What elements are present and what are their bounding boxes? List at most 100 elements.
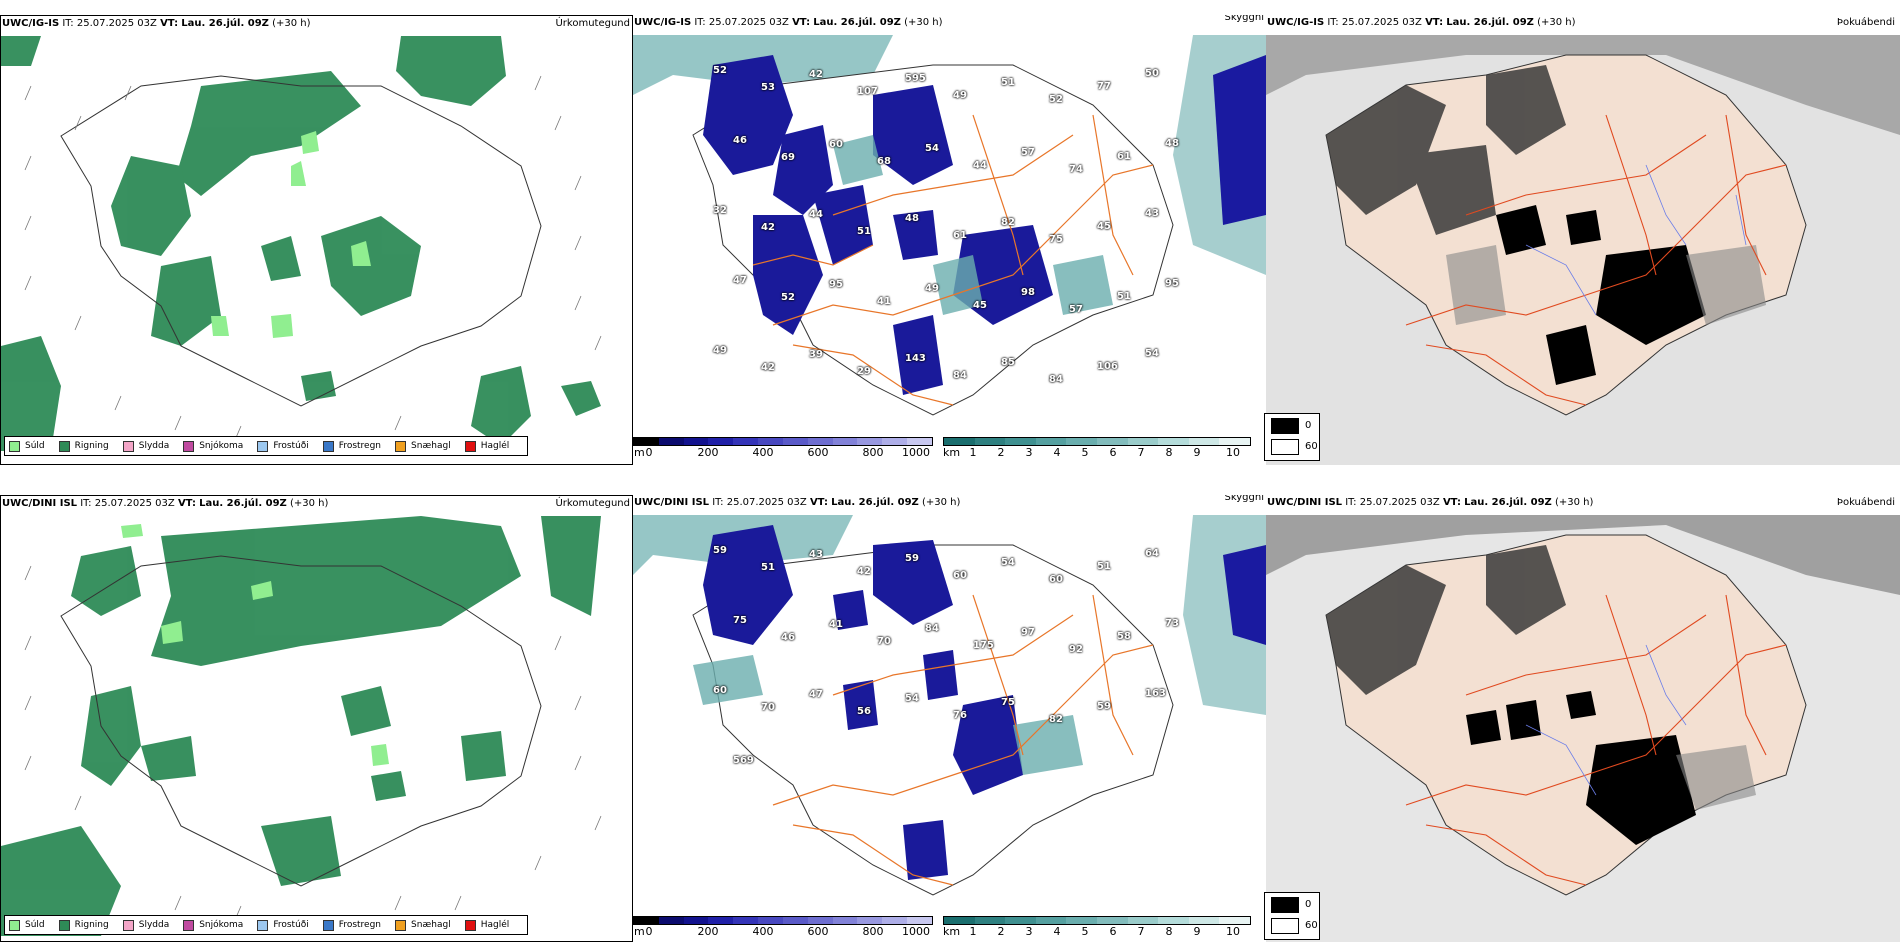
visibility-colorbar: 1 2 3 4 5 6 7 8 9 10 xyxy=(943,437,1251,460)
cloud-value-label: 45 xyxy=(1097,221,1111,232)
colorbar-cells xyxy=(943,916,1251,925)
cloud-value-label: 54 xyxy=(1001,557,1015,568)
legend-item: Slydda xyxy=(122,919,169,931)
legend-item: Frostregn xyxy=(322,919,381,931)
cloud-unit: m xyxy=(634,446,645,459)
precip-type-map-row2: UWC/DINI ISL IT: 25.07.2025 03Z VT: Lau.… xyxy=(0,495,633,942)
cloud-value-label: 76 xyxy=(953,710,967,721)
legend-item: Snæhagl xyxy=(395,440,451,452)
cloud-value-label: 70 xyxy=(877,636,891,647)
map-title: Úrkomutegund xyxy=(555,498,630,509)
map-title: Skyggni xyxy=(1224,495,1264,503)
cloud-value-label: 47 xyxy=(809,689,823,700)
precip-map-graphic xyxy=(1,36,602,451)
visibility-unit: km xyxy=(943,446,961,459)
cloud-value-label: 50 xyxy=(1145,68,1159,79)
cloud-value-labels-row1: 52 53 42 107 595 49 51 52 77 50 46 69 60 68 54 44 57 74 61… xyxy=(633,15,1266,415)
cloud-value-label: 51 xyxy=(761,562,775,573)
cloud-unit: m xyxy=(634,925,645,938)
cloud-value-label: 77 xyxy=(1097,81,1111,92)
cloud-value-label: 49 xyxy=(925,283,939,294)
legend-item: Súld xyxy=(9,440,45,452)
cloud-value-label: 44 xyxy=(809,209,823,220)
cloud-value-label: 74 xyxy=(1069,164,1083,175)
legend-item: Haglél xyxy=(464,440,509,452)
legend-item: Súld xyxy=(9,919,45,931)
cloud-value-labels-row2: 59 51 43 42 59 60 54 60 51 64 75 46 41 70 84 175 97 92 58 7… xyxy=(633,495,1266,895)
fog-map-graphic xyxy=(1266,35,1900,465)
cloud-value-label: 84 xyxy=(925,623,939,634)
map-title: Þokuábendi xyxy=(1836,17,1895,28)
cloud-value-label: 69 xyxy=(781,152,795,163)
precip-type-map-row1: UWC/IG-IS IT: 25.07.2025 03Z VT: Lau. 26… xyxy=(0,15,633,465)
colorbar-cells xyxy=(633,437,933,446)
cloud-value-label: 82 xyxy=(1001,217,1015,228)
cloud-value-label: 569 xyxy=(733,755,754,766)
cloud-value-label: 43 xyxy=(1145,208,1159,219)
cloud-value-label: 85 xyxy=(1001,357,1015,368)
precip-type-legend: Súld Rigning Slydda Snjókoma Frostúði Fr… xyxy=(4,436,529,456)
cloud-value-label: 47 xyxy=(733,275,747,286)
cloud-value-label: 41 xyxy=(877,296,891,307)
cloud-value-label: 95 xyxy=(1165,278,1179,289)
cloud-value-label: 59 xyxy=(905,553,919,564)
map-title: Úrkomutegund xyxy=(555,18,630,29)
map-title: Þokuábendi xyxy=(1836,497,1895,508)
cloud-value-label: 49 xyxy=(953,90,967,101)
cloud-value-label: 95 xyxy=(829,279,843,290)
cloud-value-label: 54 xyxy=(1145,348,1159,359)
precip-type-legend: Súld Rigning Slydda Snjókoma Frostúði Fr… xyxy=(4,915,529,935)
cloud-value-label: 82 xyxy=(1049,714,1063,725)
cloud-value-label: 143 xyxy=(905,353,926,364)
cloud-value-label: 54 xyxy=(905,693,919,704)
precip-map-graphic xyxy=(1,516,602,936)
legend-item: Frostúði xyxy=(257,919,309,931)
colorbar-cells xyxy=(633,916,933,925)
cloud-value-label: 97 xyxy=(1021,627,1035,638)
cloud-value-label: 52 xyxy=(781,292,795,303)
cloud-value-label: 51 xyxy=(1097,561,1111,572)
cloud-value-label: 42 xyxy=(761,222,775,233)
cloud-value-label: 84 xyxy=(953,370,967,381)
cloud-value-label: 56 xyxy=(857,706,871,717)
cloud-value-label: 73 xyxy=(1165,618,1179,629)
legend-item: Snjókoma xyxy=(183,440,243,452)
fog-indicator-map-row1: UWC/IG-IS IT: 25.07.2025 03Z VT: Lau. 26… xyxy=(1266,15,1900,465)
cloud-value-label: 61 xyxy=(953,230,967,241)
legend-item: Snæhagl xyxy=(395,919,451,931)
cloud-value-label: 60 xyxy=(953,570,967,581)
cloud-value-label: 29 xyxy=(857,366,871,377)
cloud-value-label: 46 xyxy=(733,135,747,146)
cloud-map-graphic xyxy=(633,515,1266,896)
fog-indicator-map-row2: UWC/DINI ISL IT: 25.07.2025 03Z VT: Lau.… xyxy=(1266,495,1900,942)
cloud-value-label: 53 xyxy=(761,82,775,93)
cloud-value-label: 84 xyxy=(1049,374,1063,385)
cloud-value-label: 58 xyxy=(1117,631,1131,642)
cloud-value-label: 39 xyxy=(809,349,823,360)
cloud-value-label: 46 xyxy=(781,632,795,643)
cloud-value-label: 75 xyxy=(1049,234,1063,245)
cloud-value-label: 44 xyxy=(973,160,987,171)
cloud-value-label: 48 xyxy=(905,213,919,224)
cloud-value-label: 61 xyxy=(1117,151,1131,162)
colorbar-cells xyxy=(943,437,1251,446)
map-header: UWC/DINI ISL IT: 25.07.2025 03Z VT: Lau.… xyxy=(633,495,1266,511)
visibility-colorbar: 1 2 3 4 5 6 7 8 9 10 xyxy=(943,916,1251,939)
legend-item: Frostúði xyxy=(257,440,309,452)
fog-map-graphic xyxy=(1266,515,1900,942)
cloud-value-label: 41 xyxy=(829,619,843,630)
cloud-value-label: 51 xyxy=(1001,77,1015,88)
cloud-value-label: 51 xyxy=(1117,291,1131,302)
fog-legend-row1: 0 60 xyxy=(1264,413,1320,461)
cloud-value-label: 163 xyxy=(1145,688,1166,699)
cloud-value-label: 92 xyxy=(1069,644,1083,655)
cloud-value-label: 175 xyxy=(973,640,994,651)
legend-item: Snjókoma xyxy=(183,919,243,931)
model-name: UWC/IG-IS xyxy=(2,18,60,29)
cloud-base-map-row2: UWC/DINI ISL IT: 25.07.2025 03Z VT: Lau.… xyxy=(633,495,1266,942)
map-header: UWC/IG-IS IT: 25.07.2025 03Z VT: Lau. 26… xyxy=(633,15,1266,31)
cloud-value-label: 75 xyxy=(1001,697,1015,708)
map-title: Skyggni xyxy=(1224,15,1264,23)
cloud-value-label: 107 xyxy=(857,86,878,97)
cloud-value-label: 45 xyxy=(973,300,987,311)
